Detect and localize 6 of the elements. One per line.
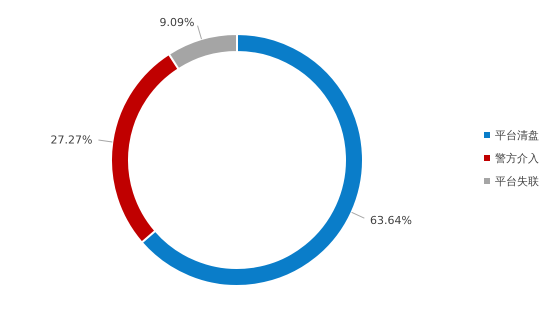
- legend-label: 警方介入: [495, 152, 539, 165]
- legend-label: 平台失联: [495, 175, 539, 188]
- data-label: 9.09%: [159, 16, 194, 29]
- data-label: 27.27%: [50, 133, 92, 146]
- legend-label: 平台清盘: [495, 129, 539, 142]
- data-label: 63.64%: [370, 214, 412, 227]
